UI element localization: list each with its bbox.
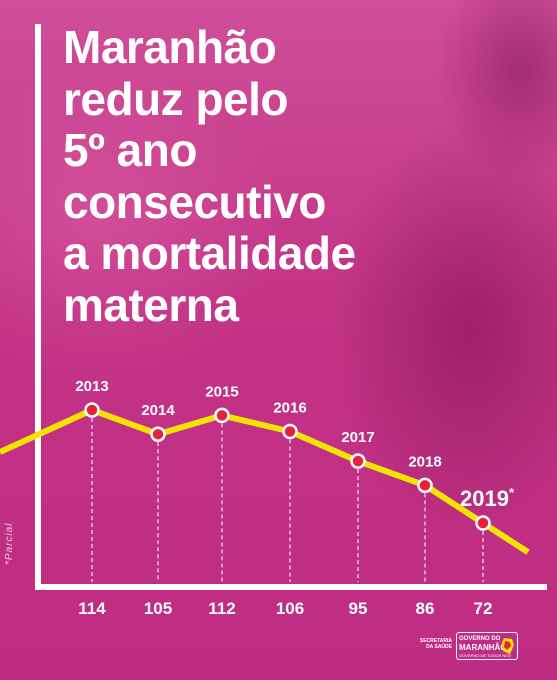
data-point: [350, 453, 366, 469]
value-label: 106: [276, 599, 304, 618]
headline-line: reduz pelo: [63, 72, 289, 125]
value-label: 72: [474, 599, 493, 618]
value-label: 105: [144, 599, 172, 618]
headline-line: Maranhão: [63, 21, 277, 73]
year-label: 2016: [273, 400, 306, 417]
frame-horizontal-bar: [35, 584, 547, 590]
partial-asterisk: *: [509, 485, 515, 500]
state-map-icon: [502, 638, 514, 654]
value-label: 112: [208, 599, 235, 618]
data-point: [84, 402, 100, 418]
logo-badge: GOVERNO DO MARANHÃO GOVERNO DE TODOS NÓS: [456, 632, 518, 660]
headline-line: materna: [63, 278, 239, 331]
headline-line: consecutivo: [63, 175, 326, 228]
data-point: [475, 515, 491, 531]
headline-line: a mortalidade: [63, 227, 356, 279]
frame-vertical-bar: [35, 24, 41, 590]
series-line: [0, 407, 530, 555]
government-logo: SECRETARIA DA SAÚDE GOVERNO DO MARANHÃO …: [418, 630, 528, 664]
logo-governo: GOVERNO DO: [459, 636, 501, 642]
year-label: 2019*: [460, 485, 515, 511]
headline: Maranhão reduz pelo 5º ano consecutivo a…: [63, 21, 356, 331]
data-point: [214, 407, 230, 424]
year-label: 2017: [341, 429, 374, 446]
value-label: 95: [349, 599, 368, 618]
value-label: 114: [78, 599, 106, 618]
logo-secretaria: SECRETARIA DA SAÚDE: [419, 638, 452, 650]
logo-motto: GOVERNO DE TODOS NÓS: [459, 653, 512, 658]
value-label: 86: [416, 599, 435, 618]
year-label: 2015: [205, 383, 238, 400]
data-point: [150, 426, 166, 442]
year-label: 2013: [75, 378, 108, 395]
data-point: [417, 477, 433, 494]
data-point: [282, 423, 298, 440]
logo-estado: MARANHÃO: [459, 643, 507, 652]
year-label: 2018: [408, 453, 441, 470]
year-label: 2014: [141, 402, 175, 419]
headline-line: 5º ano: [63, 124, 197, 176]
